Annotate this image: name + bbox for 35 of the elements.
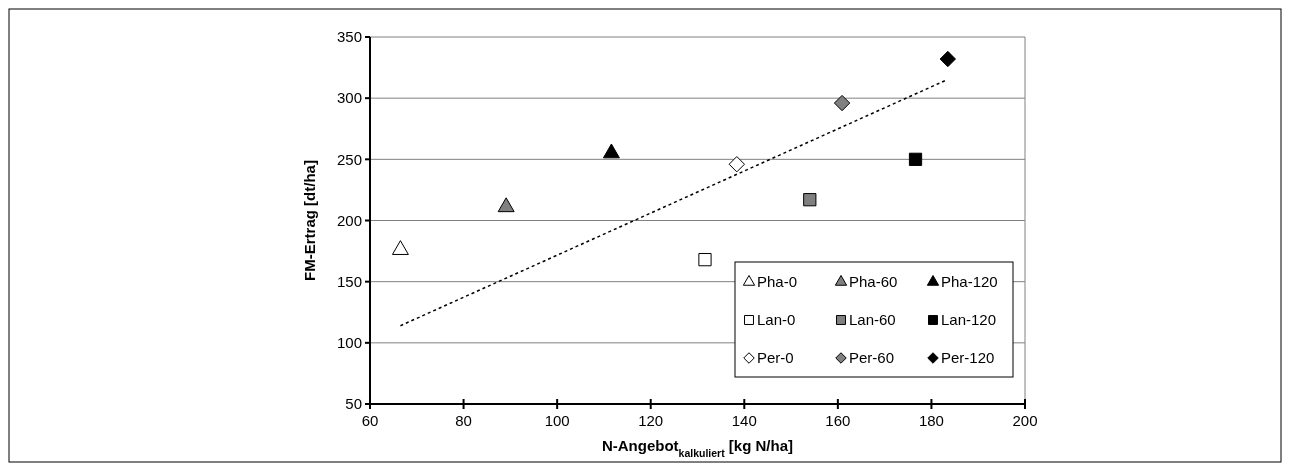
x-tick-label: 120: [638, 412, 664, 429]
x-axis-title: N-Angebot$_{kalkuliert}$ [kg N/ha]: [601, 437, 794, 459]
legend-label: Lan-120: [941, 311, 997, 329]
point: [833, 94, 851, 112]
legend-label: Per-60: [849, 349, 895, 367]
y-tick-label: 50: [345, 395, 362, 413]
point: [908, 152, 923, 166]
x-tick-label: 60: [361, 412, 379, 429]
y-tick-label: 100: [336, 334, 362, 352]
point: [391, 240, 409, 255]
y-tick-label: 150: [336, 272, 362, 290]
legend-label: Pha-0: [757, 273, 798, 291]
point: [698, 253, 712, 267]
point: [497, 197, 515, 213]
y-tick-label: 350: [336, 28, 362, 46]
legend-label: Lan-0: [757, 311, 796, 329]
legend-label: Per-0: [757, 349, 794, 367]
point: [728, 156, 745, 173]
legend-label: Pha-60: [849, 273, 898, 291]
legend-label: Pha-120: [941, 273, 998, 291]
x-tick-label: 160: [825, 412, 851, 429]
point: [602, 143, 620, 159]
y-tick-label: 250: [336, 150, 362, 168]
legend-label: Per-120: [941, 349, 995, 367]
x-tick-label: 80: [455, 412, 472, 429]
y-axis-title: FM-Ertrag [dt/ha]: [301, 160, 318, 281]
point: [803, 193, 817, 207]
x-tick-label: 140: [731, 412, 757, 429]
x-tick-label: 100: [544, 412, 570, 429]
point: [939, 50, 956, 68]
y-tick-label: 300: [336, 89, 362, 107]
y-tick-label: 200: [336, 211, 362, 229]
x-tick-label: 180: [918, 412, 944, 429]
legend-label: Lan-60: [849, 311, 896, 329]
x-tick-label: 200: [1012, 412, 1038, 429]
